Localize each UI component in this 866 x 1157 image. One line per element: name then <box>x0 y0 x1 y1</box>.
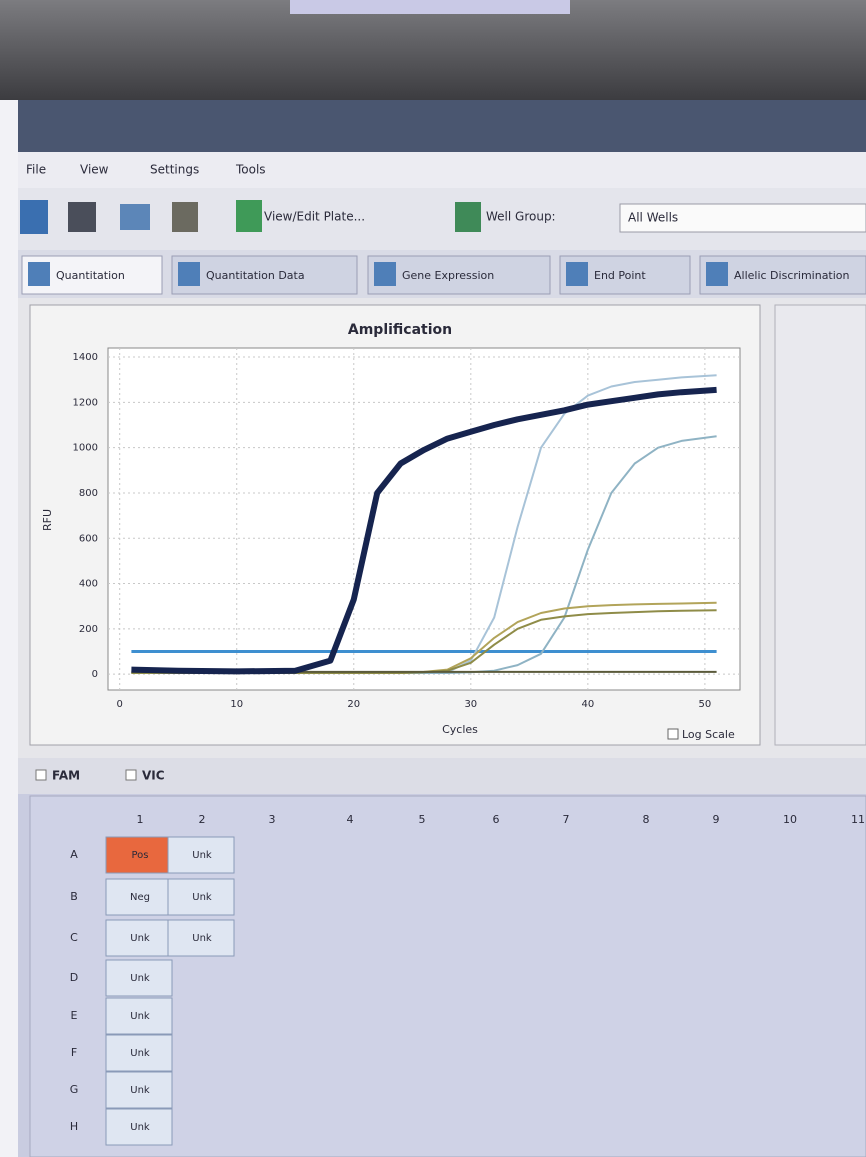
x-tick-label: 10 <box>230 699 243 710</box>
fluor-checkbox[interactable] <box>36 770 46 780</box>
y-tick-label: 200 <box>79 624 98 635</box>
print-icon[interactable] <box>68 202 96 232</box>
column-header: 2 <box>199 813 206 826</box>
row-header: B <box>70 890 78 903</box>
tab-label[interactable]: Gene Expression <box>402 269 494 282</box>
plate-button[interactable]: View/Edit Plate... <box>264 210 365 224</box>
save-icon[interactable] <box>20 200 48 234</box>
tab-label[interactable]: Allelic Discrimination <box>734 269 850 282</box>
tab-label[interactable]: Quantitation Data <box>206 269 305 282</box>
log-scale-label[interactable]: Log Scale <box>682 728 735 741</box>
y-tick-label: 400 <box>79 579 98 590</box>
column-header: 4 <box>347 813 354 826</box>
fluor-label[interactable]: VIC <box>142 769 165 783</box>
well-label[interactable]: Neg <box>130 892 150 903</box>
column-header: 7 <box>563 813 570 826</box>
x-tick-label: 30 <box>464 699 477 710</box>
tab-icon <box>566 262 588 286</box>
y-tick-label: 1400 <box>73 352 98 363</box>
well-label[interactable]: Unk <box>130 933 150 944</box>
x-axis-label: Cycles <box>442 723 478 736</box>
x-tick-label: 20 <box>347 699 360 710</box>
well-group-label: Well Group: <box>486 210 556 224</box>
well-label[interactable]: Unk <box>192 850 212 861</box>
column-header: 8 <box>643 813 650 826</box>
well-label[interactable]: Unk <box>192 933 212 944</box>
well-label[interactable]: Unk <box>130 1085 150 1096</box>
well-label[interactable]: Unk <box>130 973 150 984</box>
tab-icon <box>28 262 50 286</box>
fluor-checkbox[interactable] <box>126 770 136 780</box>
screen-edge <box>0 100 18 1157</box>
row-header: G <box>70 1083 79 1096</box>
fluor-label[interactable]: FAM <box>52 769 80 783</box>
screenshot: View/Edit Plate... Well Group: All Wells… <box>0 0 866 1157</box>
menu-item[interactable]: Settings <box>150 163 199 177</box>
well-label[interactable]: Pos <box>131 850 148 861</box>
tab-icon <box>374 262 396 286</box>
y-tick-label: 600 <box>79 533 98 544</box>
column-header: 10 <box>783 813 797 826</box>
side-panel <box>775 305 866 745</box>
column-header: 3 <box>269 813 276 826</box>
well-label[interactable]: Unk <box>192 892 212 903</box>
well-label[interactable]: Unk <box>130 1011 150 1022</box>
tab-icon <box>706 262 728 286</box>
y-tick-label: 1000 <box>73 443 98 454</box>
glare <box>290 0 570 14</box>
row-header: A <box>70 848 78 861</box>
chart-title: Amplification <box>348 322 452 338</box>
column-header: 9 <box>713 813 720 826</box>
row-header: F <box>71 1046 77 1059</box>
tab-label[interactable]: Quantitation <box>56 269 125 282</box>
column-header: 5 <box>419 813 426 826</box>
x-tick-label: 40 <box>581 699 594 710</box>
menu-item[interactable]: View <box>80 163 109 177</box>
log-scale-checkbox[interactable] <box>668 729 678 739</box>
row-header: H <box>70 1120 78 1133</box>
column-header: 1 <box>137 813 144 826</box>
menu-bar <box>18 152 866 188</box>
menu-item[interactable]: File <box>26 163 46 177</box>
email-icon[interactable] <box>120 204 150 230</box>
column-header: 6 <box>493 813 500 826</box>
title-bar <box>18 100 866 152</box>
y-tick-label: 800 <box>79 488 98 499</box>
row-header: E <box>71 1009 78 1022</box>
y-tick-label: 0 <box>92 669 98 680</box>
row-header: D <box>70 971 78 984</box>
well-group-value[interactable]: All Wells <box>628 211 678 225</box>
plate-icon[interactable] <box>236 200 262 232</box>
y-axis-label: RFU <box>41 509 54 531</box>
row-header: C <box>70 931 78 944</box>
column-header: 11 <box>851 813 865 826</box>
x-tick-label: 0 <box>117 699 123 710</box>
x-tick-label: 50 <box>699 699 712 710</box>
y-tick-label: 1200 <box>73 397 98 408</box>
tab-label[interactable]: End Point <box>594 269 646 282</box>
clipboard-icon[interactable] <box>172 202 198 232</box>
tab-icon <box>178 262 200 286</box>
well-label[interactable]: Unk <box>130 1122 150 1133</box>
menu-item[interactable]: Tools <box>235 163 266 177</box>
well-label[interactable]: Unk <box>130 1048 150 1059</box>
well-group-icon[interactable] <box>455 202 481 232</box>
monitor-bezel <box>0 0 866 100</box>
